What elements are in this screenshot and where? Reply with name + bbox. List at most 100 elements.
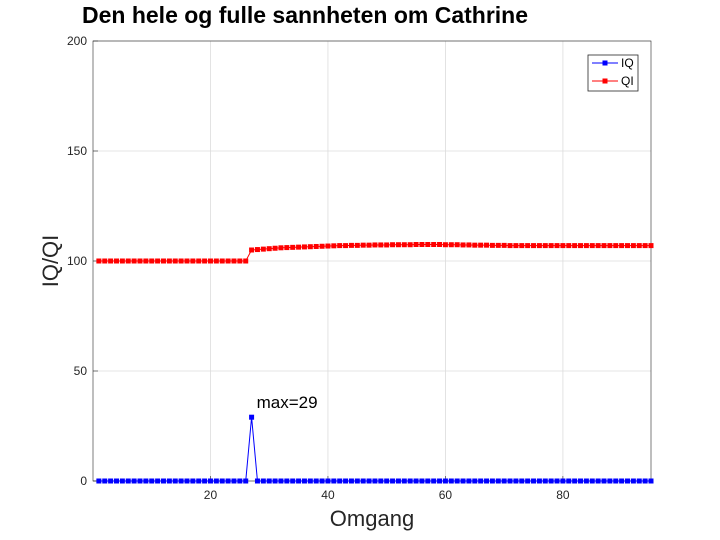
legend-marker-iq (602, 60, 608, 66)
data-point-qi (566, 243, 572, 249)
data-point-qi (607, 243, 613, 249)
x-tick-label: 40 (321, 488, 335, 502)
data-point-iq (437, 478, 443, 484)
data-point-qi (413, 242, 419, 247)
data-point-qi (484, 242, 490, 248)
y-tick-label: 0 (80, 474, 87, 488)
data-point-iq (478, 478, 484, 484)
data-point-iq (249, 414, 255, 420)
data-point-iq (202, 478, 208, 484)
data-point-iq (219, 478, 225, 484)
data-point-iq (413, 478, 419, 484)
data-point-qi (249, 247, 255, 253)
data-point-qi (466, 242, 472, 248)
chart-title: Den hele og fulle sannheten om Cathrine (82, 2, 528, 28)
data-point-iq (513, 478, 519, 484)
data-point-iq (231, 478, 237, 484)
data-point-iq (484, 478, 490, 484)
data-point-qi (442, 242, 448, 248)
series-markers-iq (96, 414, 654, 484)
data-point-qi (272, 245, 278, 251)
data-point-qi (601, 243, 607, 249)
data-point-iq (137, 478, 143, 484)
series-markers-qi (96, 242, 654, 264)
data-point-iq (578, 478, 584, 484)
data-point-qi (196, 258, 202, 264)
data-point-iq (501, 478, 507, 484)
x-tick-label: 80 (556, 488, 570, 502)
data-point-qi (337, 243, 343, 249)
data-point-qi (395, 242, 401, 248)
data-point-iq (331, 478, 337, 484)
data-point-qi (172, 258, 178, 264)
data-point-iq (225, 478, 231, 484)
data-point-qi (108, 258, 114, 264)
data-point-iq (272, 478, 278, 484)
data-point-iq (307, 478, 313, 484)
data-point-iq (542, 478, 548, 484)
data-point-iq (554, 478, 560, 484)
data-point-qi (560, 243, 566, 249)
data-point-iq (143, 478, 149, 484)
data-point-qi (96, 258, 102, 264)
data-point-qi (384, 242, 390, 248)
y-tick-label: 150 (67, 144, 87, 158)
data-point-qi (401, 242, 407, 248)
data-point-iq (102, 478, 108, 484)
data-point-qi (354, 242, 360, 248)
data-point-iq (254, 478, 260, 484)
data-point-qi (407, 242, 413, 248)
data-point-iq (390, 478, 396, 484)
y-tick-label: 200 (67, 34, 87, 48)
data-point-qi (531, 243, 537, 249)
y-axis-label: IQ/QI (38, 235, 63, 288)
data-point-iq (630, 478, 636, 484)
data-point-iq (237, 478, 243, 484)
data-point-iq (519, 478, 525, 484)
data-point-qi (284, 245, 290, 251)
data-point-iq (613, 478, 619, 484)
data-point-qi (278, 245, 284, 251)
data-point-iq (119, 478, 125, 484)
data-point-qi (501, 242, 507, 248)
data-point-iq (495, 478, 501, 484)
data-point-qi (478, 242, 484, 248)
data-point-qi (202, 258, 208, 264)
data-point-qi (331, 243, 337, 249)
data-point-qi (266, 246, 272, 252)
data-point-qi (254, 247, 260, 253)
data-point-qi (243, 258, 249, 264)
data-point-iq (648, 478, 654, 484)
data-point-iq (166, 478, 172, 484)
data-point-qi (625, 243, 631, 249)
data-point-iq (366, 478, 372, 484)
data-point-qi (378, 242, 384, 248)
data-point-qi (137, 258, 143, 264)
data-point-iq (642, 478, 648, 484)
max-annotation: max=29 (257, 393, 318, 412)
data-point-iq (184, 478, 190, 484)
data-point-qi (390, 242, 396, 248)
data-point-iq (337, 478, 343, 484)
data-point-iq (313, 478, 319, 484)
legend-label-iq: IQ (621, 56, 634, 70)
data-point-iq (466, 478, 472, 484)
data-point-qi (460, 242, 466, 248)
data-point-iq (260, 478, 266, 484)
y-axis: 0 50 100 150 200 (67, 34, 98, 488)
data-point-qi (219, 258, 225, 264)
data-point-iq (378, 478, 384, 484)
data-point-qi (572, 243, 578, 249)
data-point-iq (196, 478, 202, 484)
data-point-qi (113, 258, 119, 264)
data-point-iq (266, 478, 272, 484)
data-point-qi (237, 258, 243, 264)
data-point-iq (343, 478, 349, 484)
data-point-qi (131, 258, 137, 264)
data-point-iq (384, 478, 390, 484)
data-point-iq (548, 478, 554, 484)
data-point-qi (372, 242, 378, 248)
data-point-iq (301, 478, 307, 484)
data-point-iq (372, 478, 378, 484)
data-point-qi (160, 258, 166, 264)
